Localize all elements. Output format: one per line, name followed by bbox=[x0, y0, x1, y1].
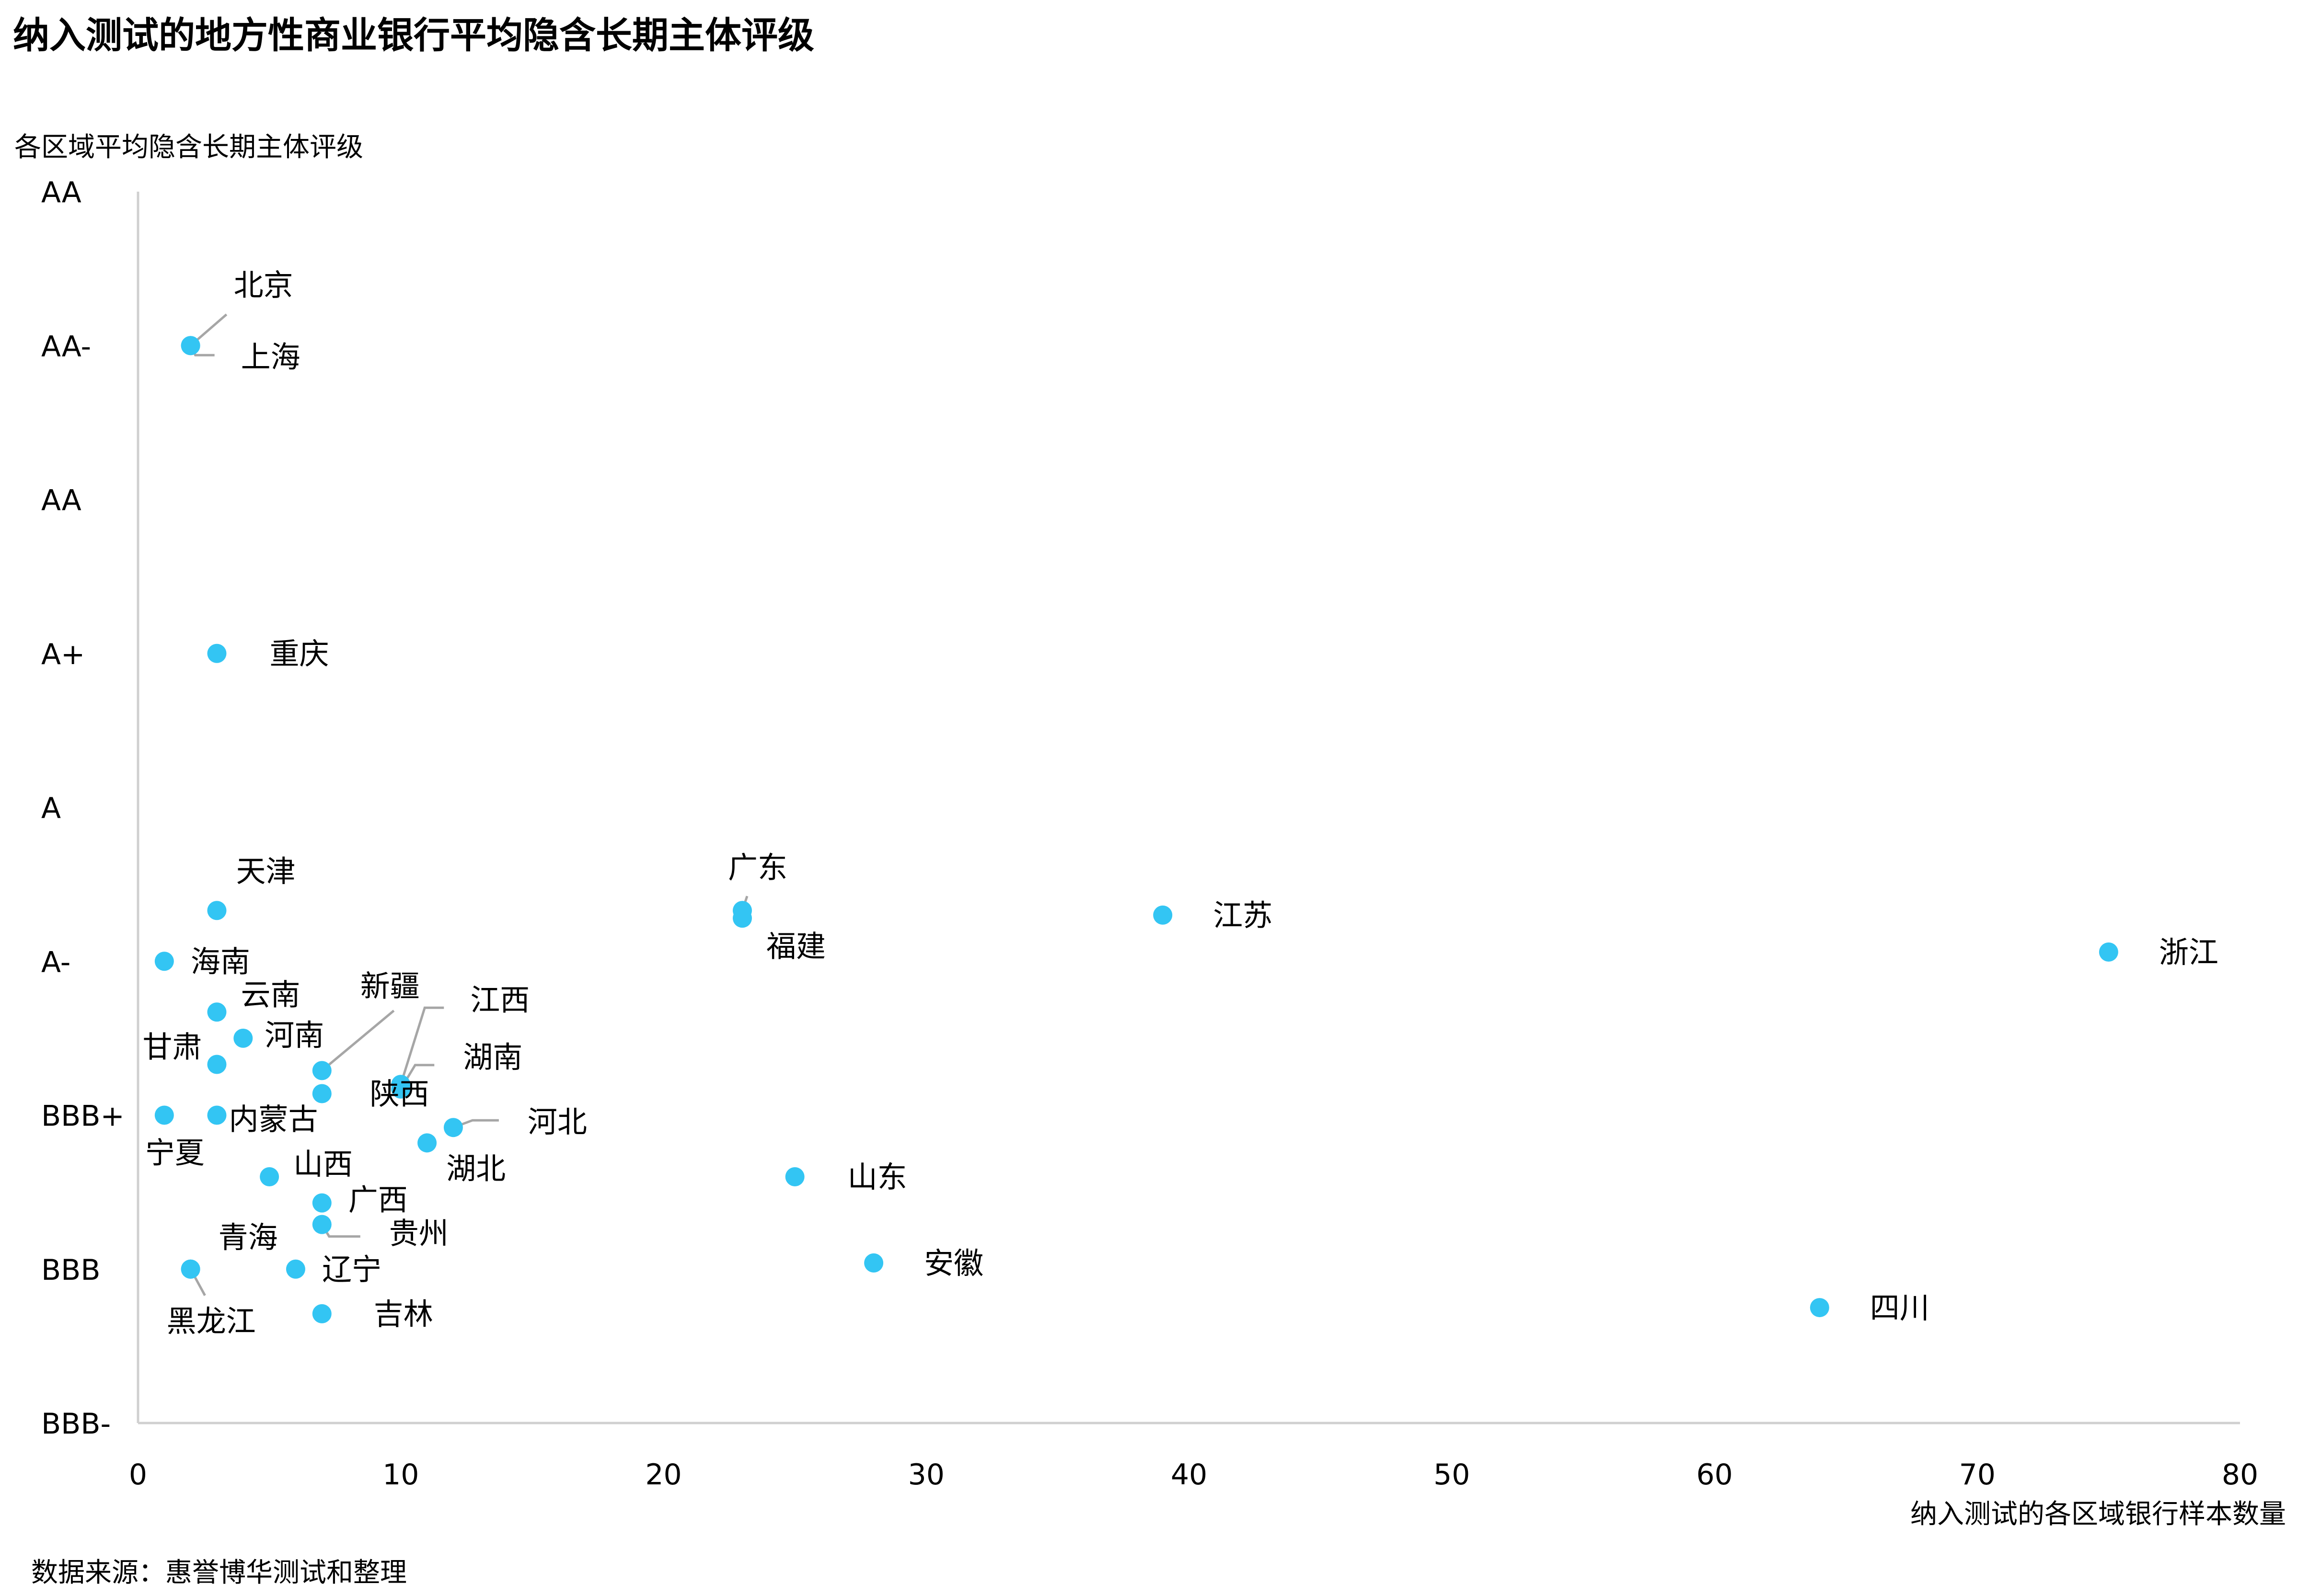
y-tick-label: BBB bbox=[41, 1253, 101, 1287]
x-tick-label: 10 bbox=[382, 1458, 419, 1492]
data-point bbox=[207, 1105, 227, 1125]
data-point bbox=[2099, 942, 2118, 962]
source-note: 数据来源：惠誉博华测试和整理 bbox=[31, 1557, 407, 1588]
point-label: 黑龙江 bbox=[167, 1304, 256, 1339]
point-label: 浙江 bbox=[2159, 935, 2218, 970]
data-point bbox=[312, 1084, 332, 1103]
y-tick-label: BBB- bbox=[41, 1407, 111, 1441]
data-point bbox=[312, 1215, 332, 1234]
point-label: 四川 bbox=[1870, 1290, 1929, 1325]
chart-title: 纳入测试的地方性商业银行平均隐含长期主体评级 bbox=[13, 14, 814, 57]
data-point bbox=[181, 1259, 200, 1279]
y-tick-label: A bbox=[41, 792, 61, 825]
point-label: 湖南 bbox=[463, 1040, 522, 1075]
point-label: 广西 bbox=[348, 1183, 408, 1217]
data-point bbox=[864, 1253, 884, 1273]
point-label: 甘肃 bbox=[142, 1029, 202, 1064]
data-point bbox=[181, 336, 200, 356]
data-point bbox=[312, 1193, 332, 1213]
data-point bbox=[391, 1079, 411, 1099]
point-label: 云南 bbox=[241, 977, 300, 1012]
y-tick-label: A+ bbox=[41, 638, 85, 671]
point-label: 贵州 bbox=[389, 1216, 449, 1251]
point-label: 江西 bbox=[470, 982, 530, 1017]
data-point bbox=[260, 1167, 279, 1186]
y-axis-label: 各区域平均隐含长期主体评级 bbox=[14, 132, 363, 163]
y-tick-label: A- bbox=[41, 945, 70, 979]
y-tick-label: AA bbox=[41, 484, 81, 517]
y-tick-label: BBB+ bbox=[41, 1100, 125, 1133]
point-label: 江苏 bbox=[1213, 898, 1272, 933]
point-label: 上海 bbox=[241, 339, 300, 374]
point-label: 安徽 bbox=[924, 1246, 983, 1281]
point-label: 青海 bbox=[219, 1220, 278, 1255]
x-tick-label: 20 bbox=[645, 1458, 681, 1492]
point-label: 吉林 bbox=[374, 1297, 433, 1332]
x-tick-label: 70 bbox=[1959, 1458, 1996, 1492]
data-point bbox=[443, 1118, 463, 1137]
x-tick-label: 60 bbox=[1696, 1458, 1732, 1492]
data-point bbox=[233, 1028, 253, 1048]
data-point bbox=[1153, 905, 1173, 925]
data-point bbox=[785, 1167, 805, 1186]
point-label: 宁夏 bbox=[145, 1136, 205, 1171]
data-point bbox=[154, 1105, 174, 1125]
point-label: 山西 bbox=[293, 1147, 353, 1182]
data-point bbox=[207, 643, 227, 663]
data-point bbox=[207, 1002, 227, 1022]
x-tick-label: 40 bbox=[1171, 1458, 1207, 1492]
point-label: 广东 bbox=[728, 850, 787, 885]
point-label: 山东 bbox=[848, 1160, 907, 1194]
data-point bbox=[207, 1055, 227, 1074]
point-label: 河北 bbox=[528, 1104, 587, 1139]
point-label: 天津 bbox=[236, 854, 295, 889]
point-label: 河南 bbox=[265, 1018, 324, 1053]
data-point bbox=[286, 1259, 305, 1279]
y-tick-label: AA- bbox=[41, 330, 91, 363]
x-axis-label: 纳入测试的各区域银行样本数量 bbox=[1910, 1499, 2286, 1530]
x-tick-label: 80 bbox=[2222, 1458, 2258, 1492]
point-label: 北京 bbox=[234, 267, 293, 302]
data-point bbox=[417, 1133, 437, 1153]
data-point bbox=[207, 901, 227, 920]
x-tick-label: 50 bbox=[1433, 1458, 1470, 1492]
leader-line bbox=[399, 1006, 444, 1085]
data-point bbox=[312, 1304, 332, 1323]
data-point bbox=[732, 908, 752, 928]
x-tick-label: 30 bbox=[908, 1458, 945, 1492]
point-label: 海南 bbox=[191, 944, 250, 979]
point-label: 新疆 bbox=[360, 968, 420, 1003]
point-label: 湖北 bbox=[446, 1151, 506, 1186]
point-label: 重庆 bbox=[269, 636, 329, 671]
point-label: 福建 bbox=[766, 929, 826, 964]
leader-lines bbox=[189, 313, 749, 1296]
leader-line bbox=[321, 1010, 395, 1072]
point-label: 辽宁 bbox=[322, 1252, 381, 1287]
axes: 0 10 20 30 40 50 60 70 80 BBB- BBB BBB+ A- A A+ AA AA- AA bbox=[41, 176, 2258, 1492]
point-label: 内蒙古 bbox=[229, 1102, 318, 1137]
data-point bbox=[154, 952, 174, 971]
y-tick-label: AA bbox=[41, 176, 81, 209]
x-tick-label: 0 bbox=[129, 1458, 147, 1492]
data-point bbox=[1810, 1298, 1829, 1318]
data-points bbox=[154, 336, 2118, 1323]
data-point bbox=[312, 1061, 332, 1080]
point-label: 陕西 bbox=[370, 1077, 429, 1112]
